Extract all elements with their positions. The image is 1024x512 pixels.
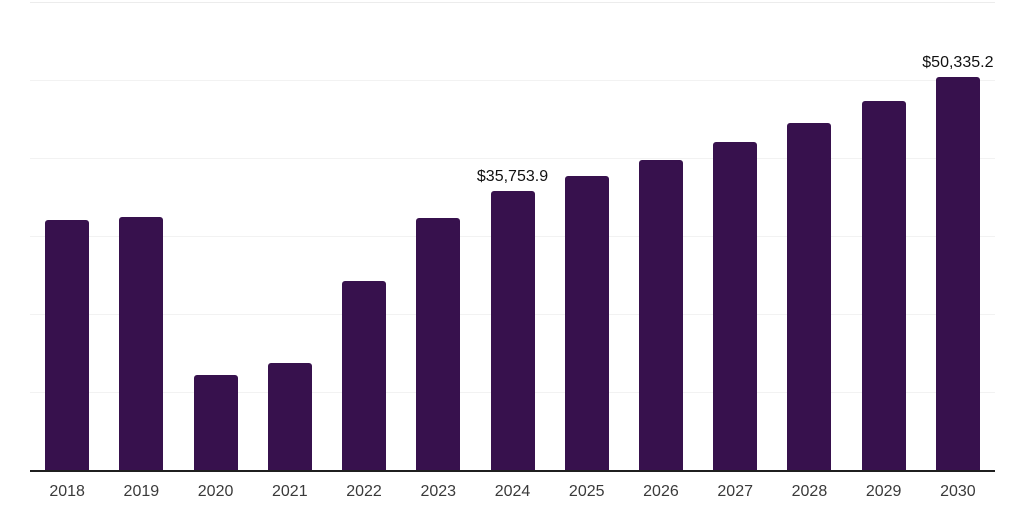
x-tick-label-2024: 2024	[494, 483, 531, 500]
bar-2026	[638, 160, 683, 470]
x-tick-label-2022: 2022	[346, 483, 382, 500]
bar-2029	[861, 100, 906, 470]
x-tick-label-2025: 2025	[568, 483, 605, 500]
bar-2024	[490, 191, 535, 470]
x-tick-label-2023: 2023	[420, 483, 457, 500]
bar-2020	[193, 374, 238, 470]
bar-2027	[713, 142, 758, 470]
gridline-50000	[30, 79, 995, 81]
x-tick-label-2026: 2026	[643, 483, 679, 500]
x-tick-label-2027: 2027	[717, 483, 753, 500]
gridline-60000	[30, 1, 995, 3]
bar-2019	[119, 216, 164, 470]
x-tick-label-2021: 2021	[272, 483, 308, 500]
bar-2028	[787, 123, 832, 470]
x-axis-line	[30, 470, 995, 472]
x-tick-label-2019: 2019	[123, 483, 160, 500]
x-tick-label-2028: 2028	[791, 483, 828, 500]
bar-2021	[267, 362, 312, 470]
bar-2018	[45, 220, 90, 470]
bar-value-label-2024: $35,753.9	[476, 168, 549, 186]
x-tick-label-2030: 2030	[940, 483, 976, 500]
x-tick-label-2029: 2029	[865, 483, 902, 500]
x-tick-label-2018: 2018	[49, 483, 85, 500]
bar-2023	[416, 217, 461, 470]
bar-value-label-2030: $50,335.2	[922, 54, 994, 72]
bar-2022	[342, 280, 387, 470]
x-tick-label-2020: 2020	[197, 483, 234, 500]
plot-area: $35,753.9 $50,335.2	[30, 1, 995, 472]
bar-2025	[564, 176, 609, 470]
x-axis-tick-labels: 2018 2019 2020 2021 2022 2023 2024 2025 2026 2027…	[30, 482, 995, 504]
bar-2030	[935, 77, 980, 470]
gridline-40000	[30, 157, 995, 159]
